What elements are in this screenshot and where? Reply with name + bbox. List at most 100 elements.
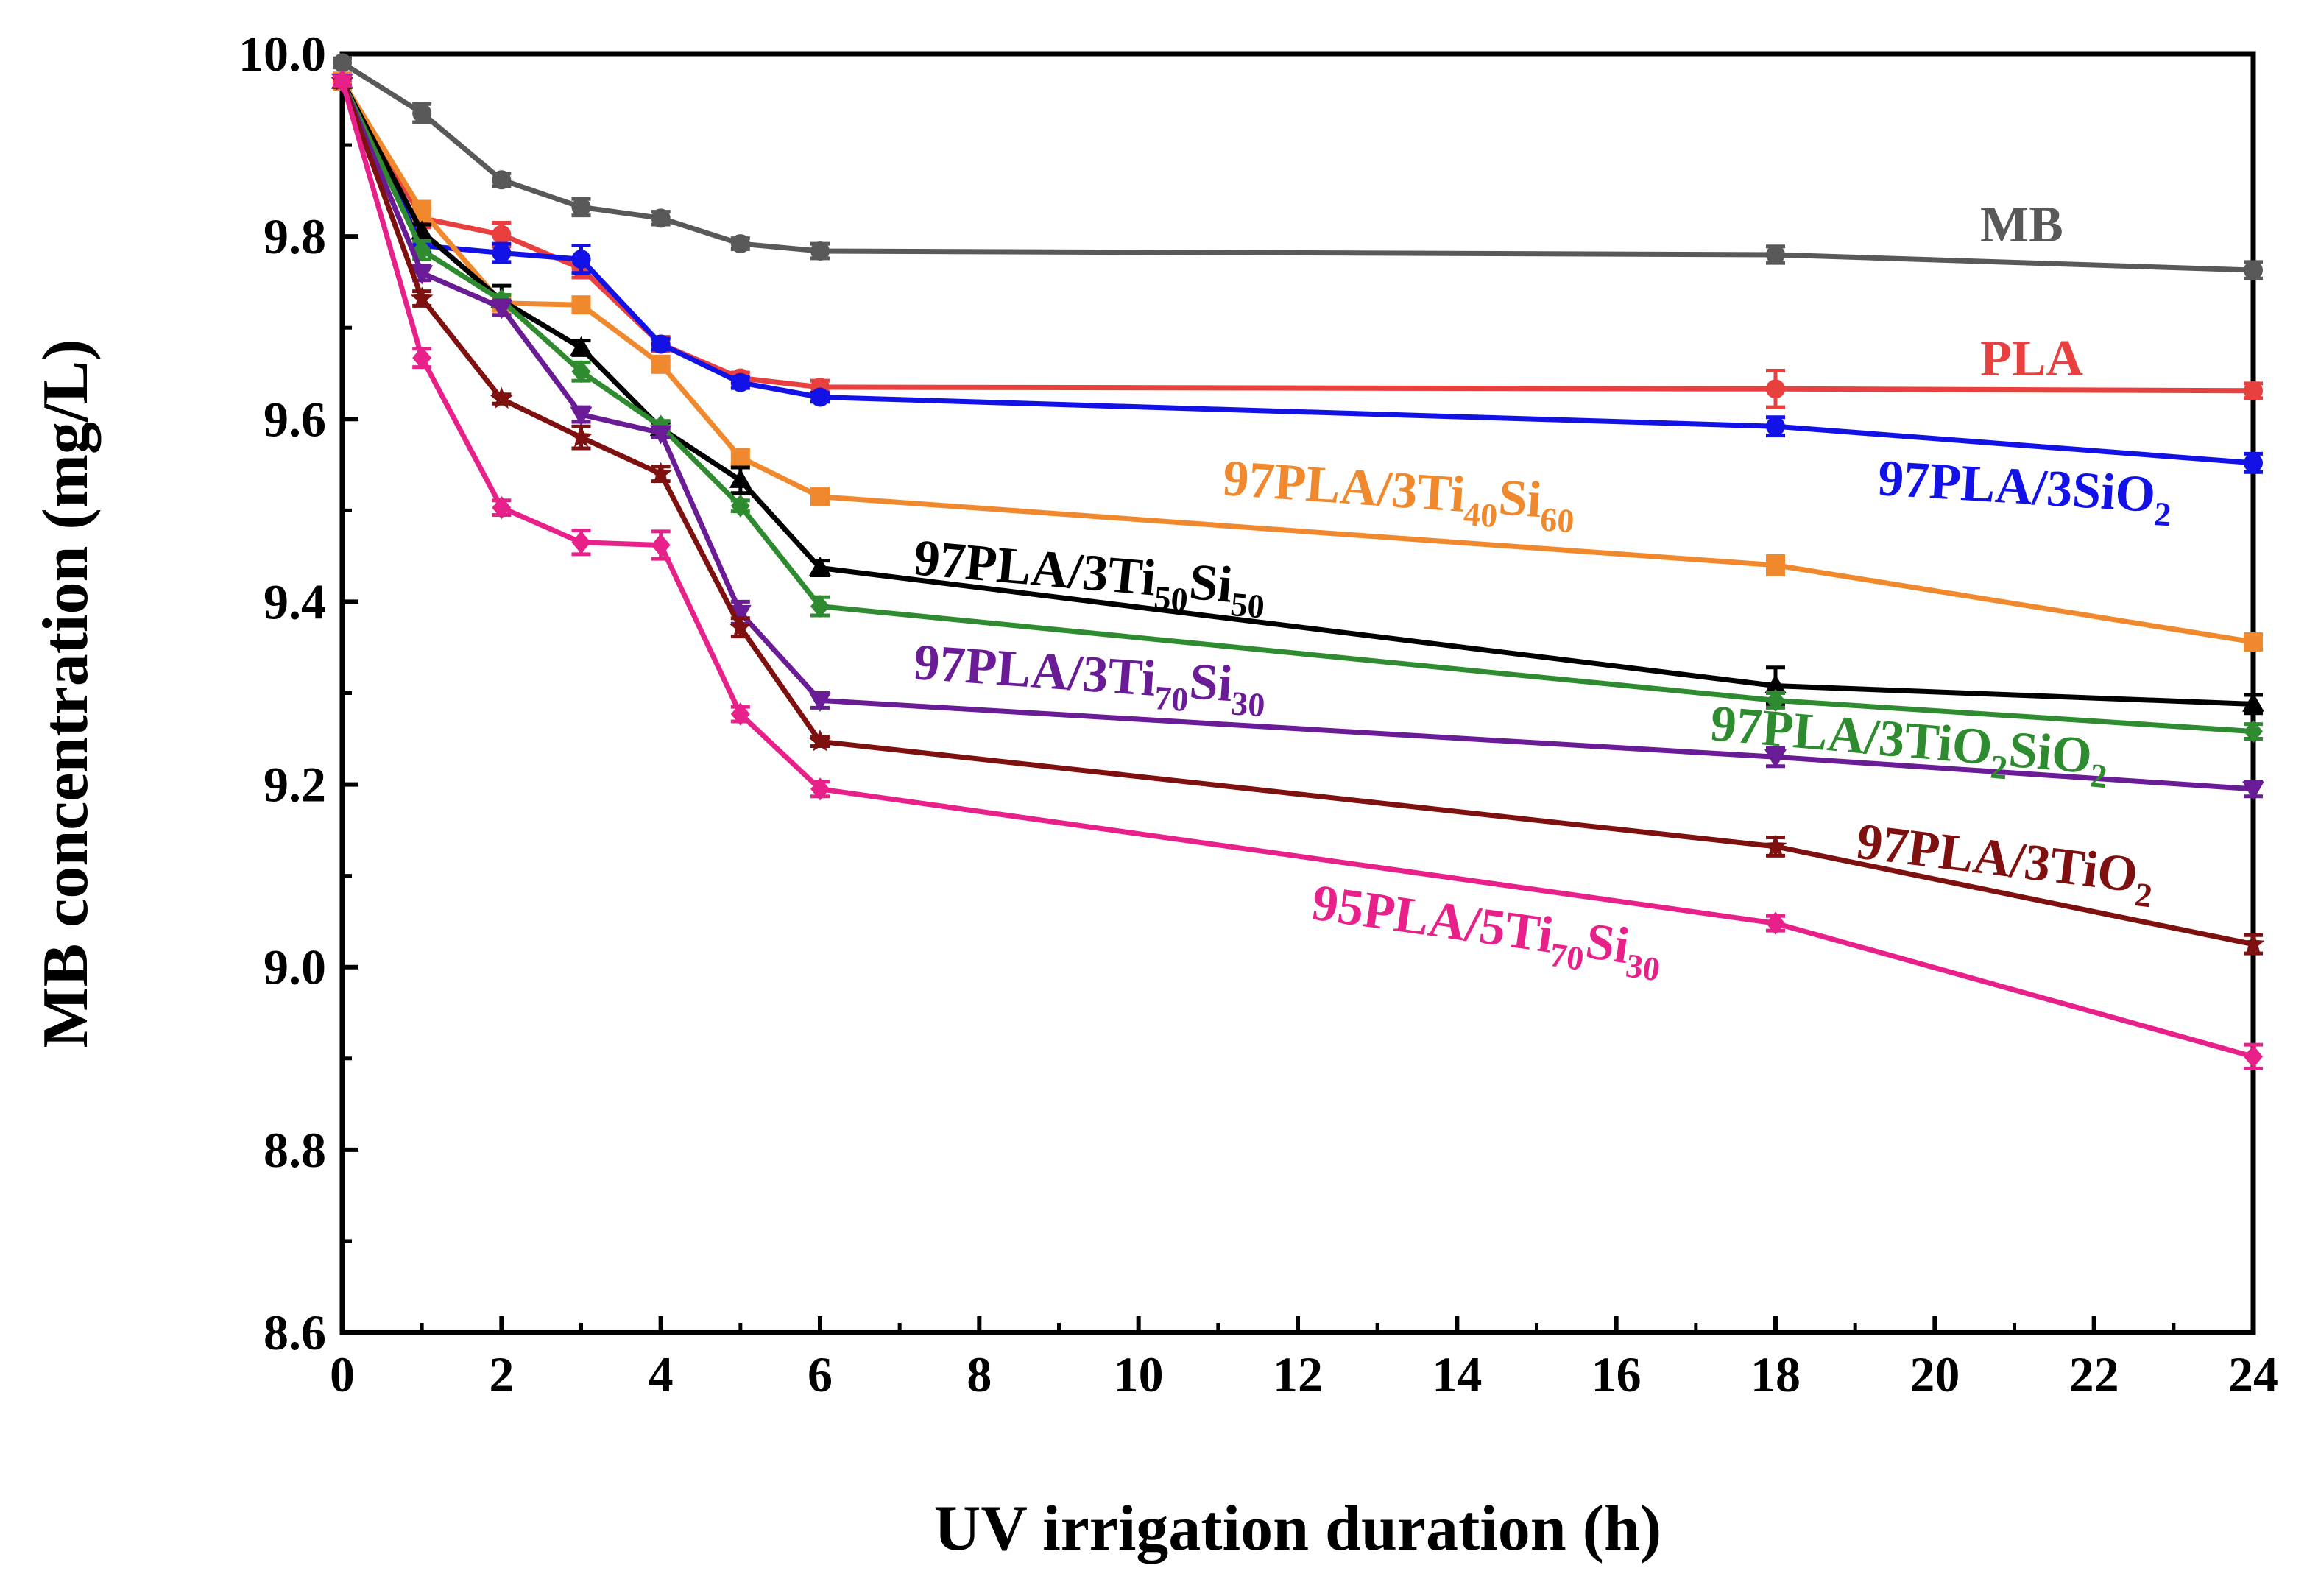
data-point — [490, 300, 513, 319]
y-tick-label: 9.4 — [264, 573, 326, 629]
data-point — [571, 295, 591, 315]
data-point — [729, 604, 752, 624]
y-tick-label: 10.0 — [239, 26, 326, 82]
data-point — [411, 265, 434, 285]
series-line — [339, 80, 2254, 735]
data-point — [1764, 834, 1787, 857]
data-point — [810, 487, 830, 506]
data-point — [1766, 244, 1785, 264]
data-point — [649, 462, 673, 484]
x-tick-label: 12 — [1273, 1346, 1323, 1402]
data-point — [651, 208, 671, 228]
x-tick-label: 2 — [489, 1346, 514, 1402]
series-line — [339, 80, 2254, 1059]
data-point — [1766, 911, 1785, 935]
data-point — [412, 239, 432, 262]
data-point — [570, 336, 593, 356]
data-point — [490, 386, 513, 409]
x-tick-label: 22 — [2069, 1346, 2119, 1402]
data-point — [810, 241, 830, 261]
x-tick-label: 0 — [330, 1346, 355, 1402]
data-point — [730, 448, 750, 467]
axis-ticks: 0 2 4 6 8 10 12 14 16 18 20 22 248.68.89.09.29.49.69… — [239, 26, 2278, 1402]
series-label: 97PLA/3Ti50Si50 — [911, 529, 1269, 625]
series-3 — [333, 71, 2263, 652]
data-point — [2244, 381, 2263, 400]
y-tick-label: 9.0 — [264, 939, 326, 995]
y-tick-label: 9.8 — [264, 208, 326, 264]
x-tick-label: 16 — [1591, 1346, 1642, 1402]
data-point — [809, 556, 831, 576]
series-line — [340, 80, 2254, 645]
data-point — [2244, 453, 2263, 473]
data-point — [1764, 749, 1787, 769]
data-point — [2244, 1045, 2263, 1068]
data-point — [2244, 261, 2263, 280]
data-point — [2241, 932, 2265, 954]
series-label: PLA — [1980, 331, 2083, 387]
y-tick-label: 8.8 — [264, 1122, 326, 1178]
data-point — [809, 693, 831, 713]
series-label: MB — [1980, 197, 2063, 253]
series-line — [339, 80, 2254, 792]
y-tick-label: 9.2 — [264, 757, 326, 813]
series-label: 97PLA/3Ti40Si60 — [1220, 450, 1578, 540]
data-point — [333, 53, 352, 73]
data-point — [492, 225, 512, 244]
series-0 — [333, 53, 2263, 280]
series-1 — [333, 71, 2263, 409]
data-point — [1766, 688, 1785, 713]
data-point — [730, 702, 750, 726]
series-line — [339, 80, 2254, 394]
data-point — [412, 346, 432, 370]
x-axis-title: UV irrigation duration (h) — [934, 1493, 1661, 1564]
data-point — [492, 496, 512, 520]
x-tick-label: 6 — [808, 1346, 833, 1402]
data-point — [2242, 692, 2264, 712]
x-tick-label: 8 — [967, 1346, 992, 1402]
data-point — [333, 69, 352, 93]
data-point — [2244, 720, 2263, 744]
data-point — [651, 334, 671, 354]
data-point — [730, 234, 750, 254]
data-point — [410, 286, 434, 308]
data-point — [649, 425, 672, 445]
data-point — [729, 468, 752, 488]
series-5 — [333, 69, 2263, 744]
data-point — [1764, 674, 1787, 693]
data-point — [810, 777, 830, 801]
data-point — [570, 425, 593, 448]
data-point — [730, 494, 750, 518]
data-point — [571, 360, 591, 384]
x-tick-label: 4 — [649, 1346, 674, 1402]
data-point — [492, 243, 512, 263]
x-tick-label: 10 — [1114, 1346, 1164, 1402]
x-tick-label: 24 — [2228, 1346, 2278, 1402]
y-tick-label: 8.6 — [264, 1304, 326, 1360]
series-labels: MBPLA97PLA/3SiO297PLA/3Ti40Si6097PLA/3Ti… — [911, 197, 2174, 989]
data-point — [729, 615, 752, 638]
data-point — [810, 595, 830, 618]
series-line — [339, 80, 2254, 947]
series-label: 95PLA/5Ti70Si30 — [1307, 875, 1666, 989]
data-point — [492, 170, 512, 190]
series-line — [339, 80, 2254, 707]
data-point — [1766, 417, 1785, 437]
series-label: 97PLA/3TiO2 — [1853, 813, 2158, 914]
data-point — [571, 250, 591, 269]
series-label: 97PLA/3SiO2 — [1876, 450, 2174, 533]
y-tick-label: 9.6 — [264, 391, 326, 447]
data-point — [571, 197, 591, 217]
series-line — [341, 60, 2254, 273]
x-tick-label: 14 — [1432, 1346, 1482, 1402]
y-axis-title: MB concentration (mg/L) — [30, 339, 102, 1048]
data-point — [808, 730, 832, 752]
data-point — [571, 531, 591, 554]
data-point — [1766, 379, 1785, 399]
data-point — [651, 533, 671, 557]
data-point — [810, 387, 830, 407]
data-point — [1766, 555, 1785, 575]
x-tick-label: 20 — [1909, 1346, 1960, 1402]
data-point — [2244, 632, 2263, 652]
